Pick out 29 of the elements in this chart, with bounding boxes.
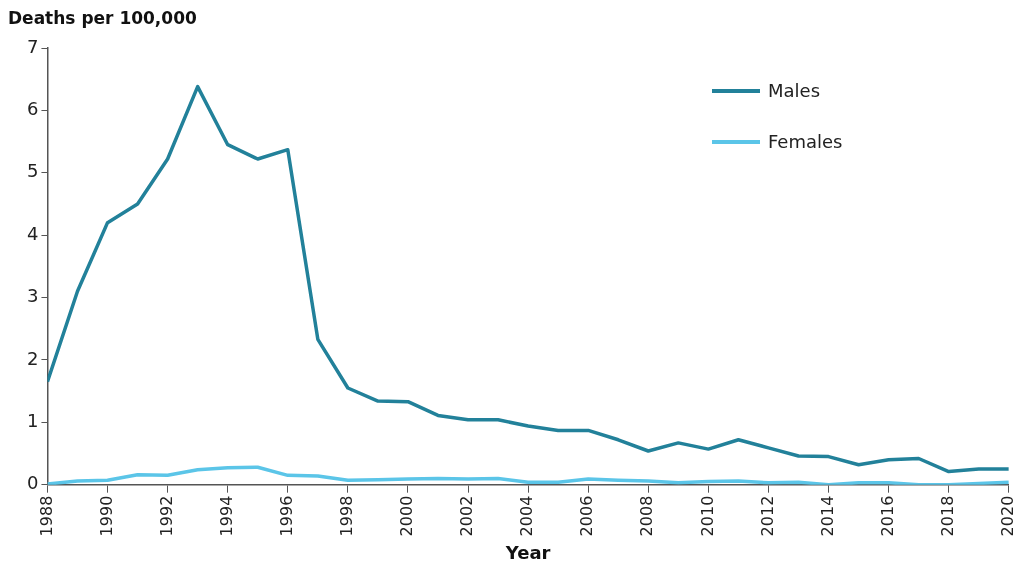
x-tick-label: 2016: [877, 495, 897, 537]
x-tick-label: 2010: [697, 495, 717, 537]
x-tick-label: 1994: [216, 495, 236, 537]
y-tick-label: 5: [27, 160, 39, 182]
x-tick-label: 1998: [337, 495, 357, 537]
x-tick-label: 2020: [997, 495, 1017, 537]
y-tick-label: 4: [27, 222, 39, 244]
x-tick-label: 2018: [937, 495, 957, 537]
x-tick-label: 2012: [757, 495, 777, 537]
x-tick-label: 1988: [36, 495, 56, 537]
x-tick-label: 2002: [457, 495, 477, 537]
legend-label: Males: [768, 80, 821, 101]
legend-label: Females: [768, 131, 843, 152]
y-tick-label: 6: [27, 98, 39, 120]
y-tick-label: 1: [27, 409, 39, 431]
x-tick-label: 1996: [276, 495, 296, 537]
y-tick-label: 3: [27, 285, 39, 307]
y-tick-label: 0: [27, 472, 39, 494]
x-tick-label: 2008: [637, 495, 657, 537]
x-tick-label: 2014: [817, 495, 837, 537]
x-tick-label: 2000: [397, 495, 417, 537]
y-tick-label: 2: [27, 347, 39, 369]
x-tick-label: 1990: [96, 495, 116, 537]
x-axis-title: Year: [504, 541, 551, 563]
x-tick-label: 2004: [517, 495, 537, 537]
x-tick-label: 2006: [577, 495, 597, 537]
x-tick-label: 1992: [156, 495, 176, 537]
y-tick-label: 7: [27, 35, 39, 57]
y-axis-title: Deaths per 100,000: [8, 8, 197, 28]
